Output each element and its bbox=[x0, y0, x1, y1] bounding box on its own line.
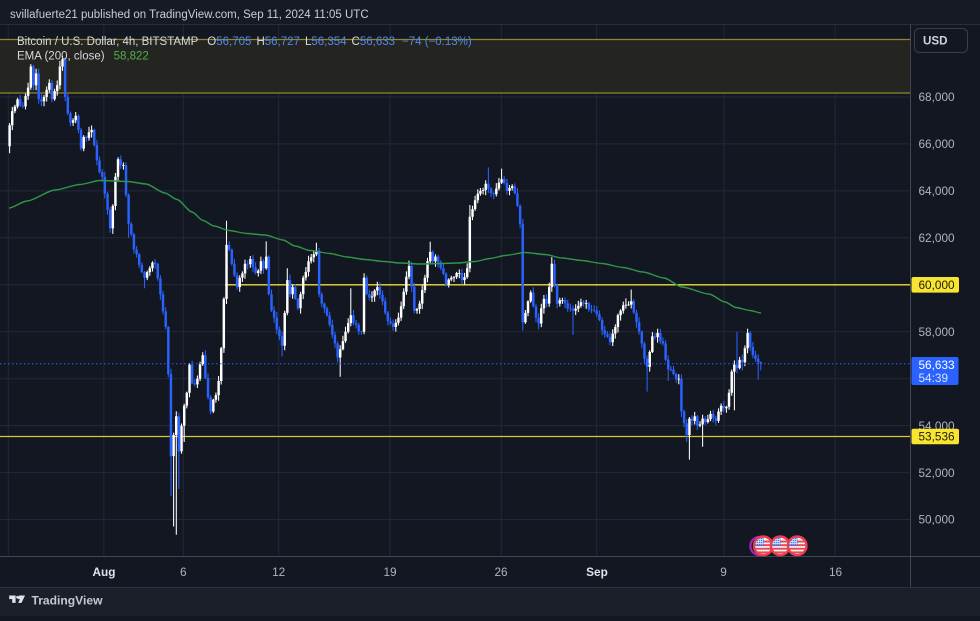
svg-text:svillafuerte21 published on Tr: svillafuerte21 published on TradingView.… bbox=[10, 9, 369, 21]
svg-text:TradingView: TradingView bbox=[32, 594, 104, 608]
svg-text:Bitcoin / U.S. Dollar, 4h, BIT: Bitcoin / U.S. Dollar, 4h, BITSTAMP O56,7… bbox=[17, 36, 472, 48]
svg-text:58,000: 58,000 bbox=[919, 325, 956, 339]
svg-text:64,000: 64,000 bbox=[919, 184, 956, 198]
svg-text:66,000: 66,000 bbox=[919, 137, 956, 151]
svg-text:12: 12 bbox=[272, 565, 285, 579]
svg-text:62,000: 62,000 bbox=[919, 231, 956, 245]
svg-text:52,000: 52,000 bbox=[919, 466, 956, 480]
svg-text:19: 19 bbox=[383, 565, 396, 579]
svg-text:Sep: Sep bbox=[586, 565, 608, 579]
svg-text:6: 6 bbox=[180, 565, 187, 579]
svg-text:68,000: 68,000 bbox=[919, 90, 956, 104]
svg-text:53,536: 53,536 bbox=[919, 430, 956, 444]
svg-text:56,633: 56,633 bbox=[919, 358, 956, 372]
svg-text:50,000: 50,000 bbox=[919, 513, 956, 527]
svg-text:16: 16 bbox=[829, 565, 843, 579]
svg-text:60,000: 60,000 bbox=[919, 278, 956, 292]
svg-text:EMA (200, close)58,822: EMA (200, close) 58,822 bbox=[17, 50, 149, 62]
svg-text:Aug: Aug bbox=[93, 565, 116, 579]
svg-text:26: 26 bbox=[494, 565, 508, 579]
svg-text:USD: USD bbox=[923, 35, 947, 48]
svg-text:54:39: 54:39 bbox=[919, 371, 949, 385]
svg-text:9: 9 bbox=[720, 565, 727, 579]
